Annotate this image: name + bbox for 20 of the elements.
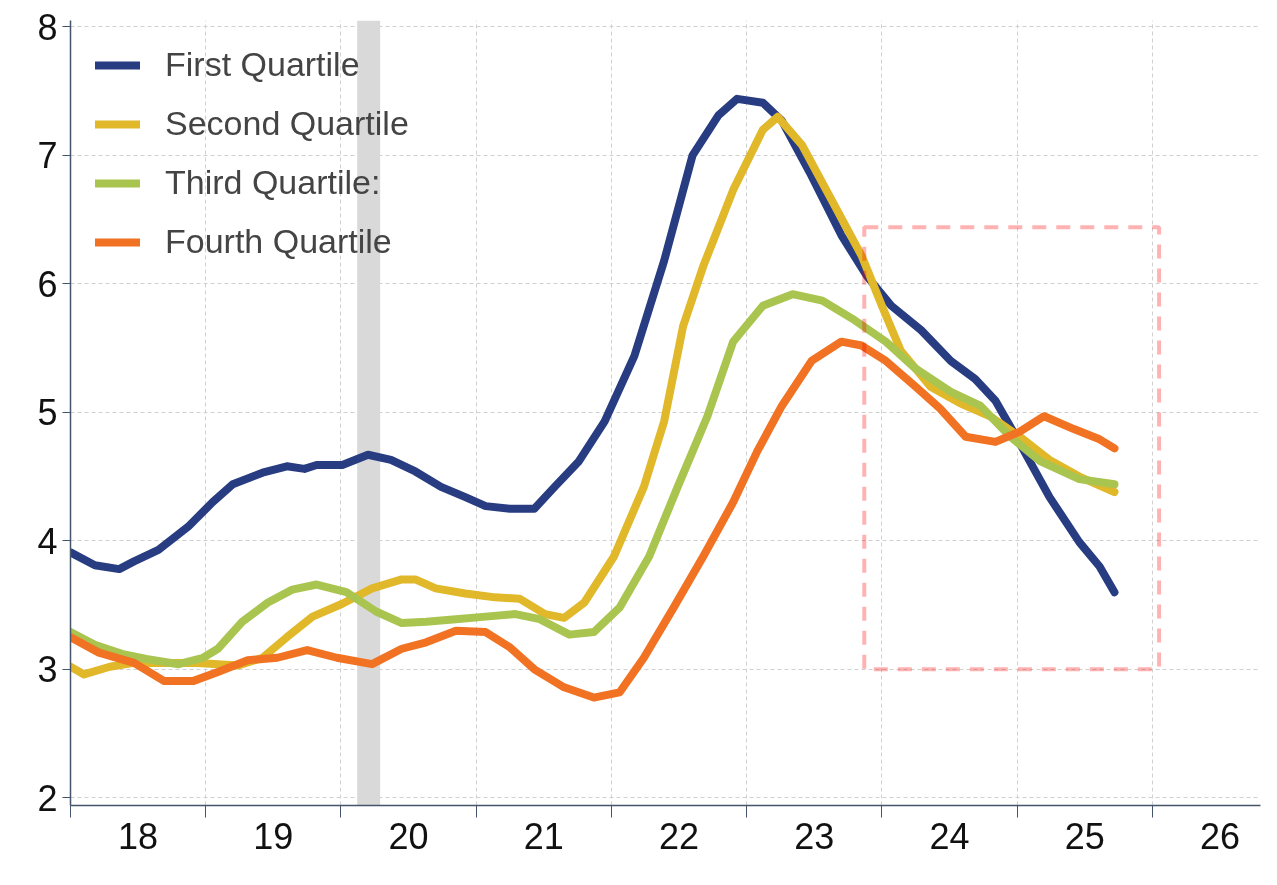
- x-tick-label: 26: [1199, 815, 1240, 857]
- y-tick-label: 7: [37, 135, 58, 177]
- x-tick-label: 19: [253, 815, 294, 857]
- x-tick-label: 25: [1064, 815, 1105, 857]
- x-tick-label: 20: [388, 815, 429, 857]
- legend-label: Fourth Quartile: [165, 222, 392, 261]
- y-tick-label: 3: [37, 649, 58, 691]
- legend-label: First Quartile: [165, 45, 360, 84]
- y-tick-label: 8: [37, 6, 58, 48]
- y-tick-label: 6: [37, 263, 58, 305]
- x-tick-label: 21: [523, 815, 564, 857]
- legend-label: Third Quartile:: [165, 163, 381, 202]
- x-tick-label: 22: [659, 815, 700, 857]
- legend-label: Second Quartile: [165, 104, 409, 143]
- x-tick-label: 23: [794, 815, 835, 857]
- y-tick-label: 4: [37, 520, 58, 562]
- y-tick-label: 5: [37, 392, 58, 434]
- y-tick-label: 2: [37, 777, 58, 819]
- x-tick-label: 18: [118, 815, 159, 857]
- x-tick-label: 24: [929, 815, 970, 857]
